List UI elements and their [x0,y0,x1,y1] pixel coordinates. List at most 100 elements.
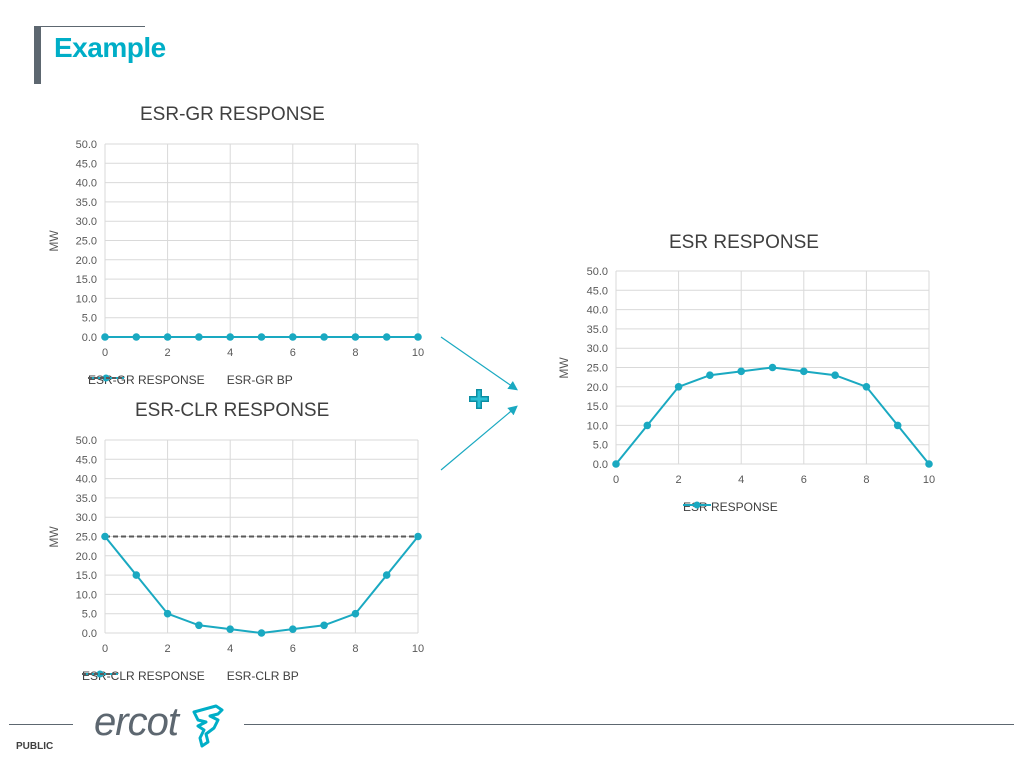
data-point [163,609,172,618]
y-tick-label: 25.0 [76,236,97,248]
x-tick-label: 4 [738,474,744,486]
data-point [101,333,109,341]
data-point [320,621,328,630]
data-point [351,333,360,341]
chart-title: ESR-CLR RESPONSE [135,400,330,421]
y-tick-label: 20.0 [76,255,97,267]
x-tick-label: 10 [412,643,424,655]
title-top-rule [41,26,145,27]
data-point [414,333,422,341]
page-title: Example [54,32,166,63]
data-point [862,383,871,391]
series-line-esr-response [615,366,930,465]
legend-label: ESR RESPONSE [683,500,778,514]
chart-legend: ESR RESPONSE [683,500,800,514]
data-point [382,333,391,341]
data-point [706,371,714,380]
y-tick-label: 35.0 [76,197,97,209]
y-tick-label: 0.0 [82,332,97,344]
y-tick-label: 20.0 [76,551,97,563]
data-point [257,629,266,637]
legend-item-bp: ESR-GR BP [88,373,293,387]
x-tick-label: 10 [923,474,935,486]
y-tick-label: 35.0 [587,324,608,336]
x-tick-label: 6 [801,474,807,486]
data-point [925,460,933,468]
y-tick-label: 0.0 [82,628,97,640]
data-point [674,383,683,391]
y-tick-label: 10.0 [76,293,97,305]
y-tick-label: 10.0 [587,420,608,432]
data-point [132,333,141,341]
y-tick-label: 30.0 [76,216,97,228]
y-tick-label: 50.0 [76,139,97,151]
x-tick-label: 0 [102,347,108,359]
y-tick-label: 50.0 [587,266,608,278]
y-tick-label: 40.0 [587,305,608,317]
y-tick-label: 25.0 [587,363,608,375]
x-tick-label: 10 [412,347,424,359]
y-tick-label: 5.0 [82,313,97,325]
chart-legend: ESR-GR RESPONSE ESR-GR BP [88,373,315,387]
data-point [195,621,203,630]
y-tick-label: 0.0 [593,459,608,471]
y-tick-label: 30.0 [76,512,97,524]
chart-legend: ESR-CLR RESPONSE ESR-CLR BP [82,669,321,683]
legend-label: ESR-CLR BP [226,669,299,683]
data-point [289,333,297,341]
logo-wordmark: ercot [94,700,179,744]
x-tick-label: 2 [676,474,682,486]
data-point [737,367,745,376]
data-point [351,609,360,618]
legend-item-response: ESR RESPONSE [683,500,778,514]
data-point [893,421,902,430]
x-tick-label: 4 [227,643,233,655]
data-point [195,333,203,341]
y-tick-label: 40.0 [76,474,97,486]
x-tick-label: 8 [352,347,358,359]
y-tick-label: 30.0 [587,343,608,355]
data-point [800,367,808,376]
y-tick-label: 40.0 [76,178,97,190]
x-tick-label: 2 [165,347,171,359]
y-tick-label: 50.0 [76,435,97,447]
y-tick-label: 45.0 [76,158,97,170]
y-tick-label: 15.0 [76,570,97,582]
data-point [320,333,328,341]
y-tick-label: 45.0 [587,285,608,297]
legend-dash-icon [82,673,118,675]
y-tick-label: 25.0 [76,532,97,544]
texas-bolt-icon [192,704,224,748]
title-accent-bar [34,26,41,84]
public-label: PUBLIC [16,741,54,752]
y-tick-label: 35.0 [76,493,97,505]
x-tick-label: 6 [290,643,296,655]
y-tick-label: 15.0 [587,401,608,413]
footer-rule-left [9,724,73,725]
legend-label: ESR-CLR RESPONSE [82,669,205,683]
y-tick-label: 20.0 [587,382,608,394]
y-axis-label: MW [47,526,61,548]
data-point [289,625,297,633]
data-point [643,421,652,430]
legend-line-marker-icon [683,501,711,509]
x-tick-label: 4 [227,347,233,359]
y-tick-label: 10.0 [76,589,97,601]
x-tick-label: 6 [290,347,296,359]
y-axis-label: MW [557,357,571,379]
y-axis-label: MW [47,230,61,252]
x-tick-label: 0 [613,474,619,486]
legend-item-bp: ESR-CLR BP [82,669,299,683]
data-point [414,532,422,541]
data-point [101,532,109,541]
y-tick-label: 5.0 [82,609,97,621]
data-point [226,333,234,341]
plus-icon [469,389,489,409]
data-point [382,571,391,579]
y-tick-label: 5.0 [593,440,608,452]
data-point [831,371,839,380]
chart-title: ESR RESPONSE [669,232,819,253]
